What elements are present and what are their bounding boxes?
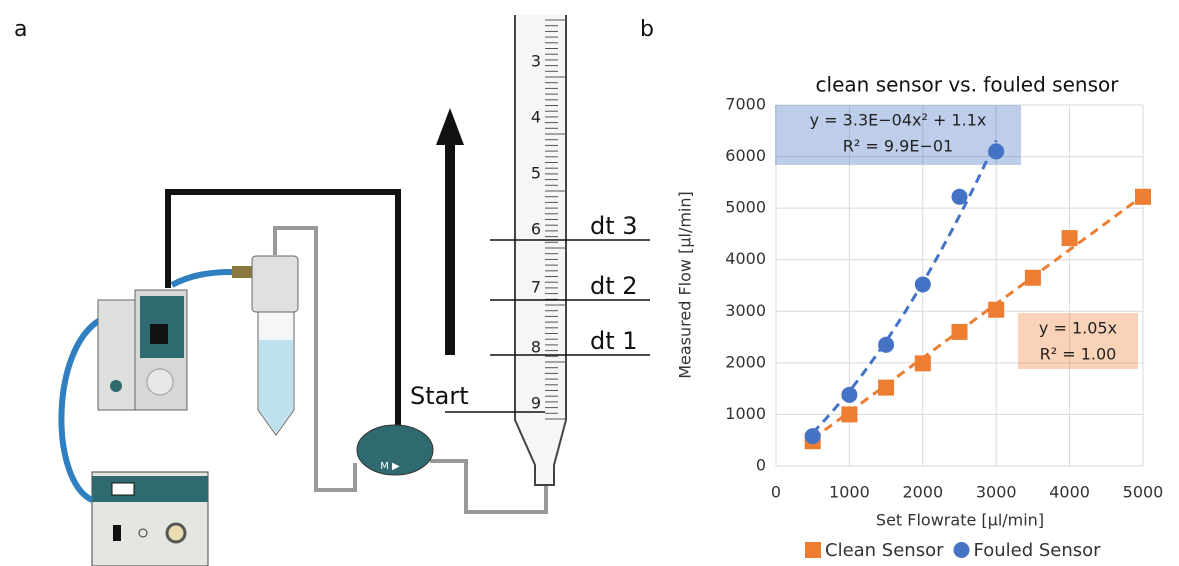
pipette-scale: 3 4 5 6 7 8 9 dt 3 dt 2 dt 1 Start bbox=[410, 19, 650, 420]
chart-title: clean sensor vs. fouled sensor bbox=[816, 73, 1120, 97]
y-tick-label: 5000 bbox=[725, 198, 766, 217]
y-tick-label: 4000 bbox=[725, 249, 766, 268]
legend-marker bbox=[805, 542, 821, 558]
diagram: M ▶ bbox=[58, 15, 567, 566]
point bbox=[988, 143, 1005, 160]
arrow-head bbox=[436, 108, 464, 145]
point bbox=[878, 379, 895, 396]
point bbox=[988, 301, 1005, 318]
x-tick-label: 3000 bbox=[976, 483, 1017, 502]
point bbox=[878, 336, 895, 353]
panel-label: a bbox=[14, 17, 27, 42]
x-tick-label: 1000 bbox=[829, 483, 870, 502]
screen bbox=[150, 324, 168, 344]
pipette-number: 9 bbox=[531, 394, 541, 413]
equation-box bbox=[1018, 313, 1138, 369]
start-label: Start bbox=[410, 382, 469, 410]
x-axis-label: Set Flowrate [µl/min] bbox=[876, 511, 1044, 530]
pipette-number: 8 bbox=[531, 338, 541, 357]
interval-label: dt 2 bbox=[590, 272, 638, 300]
regulator bbox=[97, 299, 139, 411]
knob bbox=[165, 522, 187, 544]
interval-label: dt 1 bbox=[590, 327, 638, 355]
tube-black bbox=[165, 189, 401, 432]
pipette-number: 3 bbox=[531, 52, 541, 71]
point bbox=[1061, 230, 1078, 247]
y-tick-label: 7000 bbox=[725, 95, 766, 114]
x-tick-label: 5000 bbox=[1123, 483, 1164, 502]
pipette-number: 5 bbox=[531, 164, 541, 183]
pipette-number: 7 bbox=[531, 278, 541, 297]
panel-label: b bbox=[640, 17, 654, 42]
point bbox=[804, 428, 821, 445]
equation-text: y = 3.3E−04x² + 1.1x bbox=[810, 111, 987, 130]
legend-label: Fouled Sensor bbox=[974, 540, 1102, 561]
point bbox=[914, 355, 931, 372]
point bbox=[1024, 269, 1041, 286]
x-tick-label: 4000 bbox=[1049, 483, 1090, 502]
point bbox=[841, 406, 858, 423]
liquid bbox=[259, 340, 293, 433]
equation-text: R² = 1.00 bbox=[1040, 345, 1117, 364]
point bbox=[914, 276, 931, 293]
port bbox=[138, 528, 148, 538]
y-tick-label: 0 bbox=[756, 456, 766, 475]
equation-box bbox=[775, 105, 1021, 165]
trendline bbox=[811, 194, 1144, 441]
legend-label: Clean Sensor bbox=[825, 540, 944, 561]
equation-text: R² = 9.9E−01 bbox=[843, 137, 953, 156]
display bbox=[111, 482, 135, 496]
controller-panel bbox=[92, 476, 208, 502]
x-tick-label: 2000 bbox=[902, 483, 943, 502]
y-tick-label: 6000 bbox=[725, 146, 766, 165]
tube-out bbox=[430, 459, 548, 514]
sensor-label: M ▶ bbox=[380, 461, 400, 472]
indicator bbox=[110, 380, 122, 392]
point bbox=[951, 188, 968, 205]
interval-label: dt 3 bbox=[590, 212, 638, 240]
y-tick-label: 1000 bbox=[725, 404, 766, 423]
connector bbox=[232, 266, 252, 278]
y-axis-label: Measured Flow [µl/min] bbox=[676, 191, 695, 379]
y-tick-label: 2000 bbox=[725, 352, 766, 371]
dial bbox=[146, 368, 174, 396]
reservoir-cap bbox=[251, 255, 299, 313]
y-tick-label: 3000 bbox=[725, 301, 766, 320]
equation-text: y = 1.05x bbox=[1039, 319, 1117, 338]
flow-sensor bbox=[356, 424, 434, 476]
pipette-number: 6 bbox=[531, 220, 541, 239]
pipette bbox=[514, 15, 567, 486]
point bbox=[1135, 188, 1151, 205]
tube-grey bbox=[273, 226, 357, 492]
plot: 0 1000 2000 3000 4000 5000 6000 7000 0 1000 2000 30… bbox=[725, 95, 1163, 562]
legend-marker bbox=[953, 542, 970, 558]
tube-blue bbox=[170, 269, 233, 288]
x-tick-label: 0 bbox=[771, 483, 781, 502]
switch bbox=[113, 525, 121, 541]
point bbox=[951, 323, 968, 340]
point bbox=[841, 386, 858, 403]
pipette-number: 4 bbox=[531, 108, 541, 127]
trendline bbox=[811, 139, 998, 434]
